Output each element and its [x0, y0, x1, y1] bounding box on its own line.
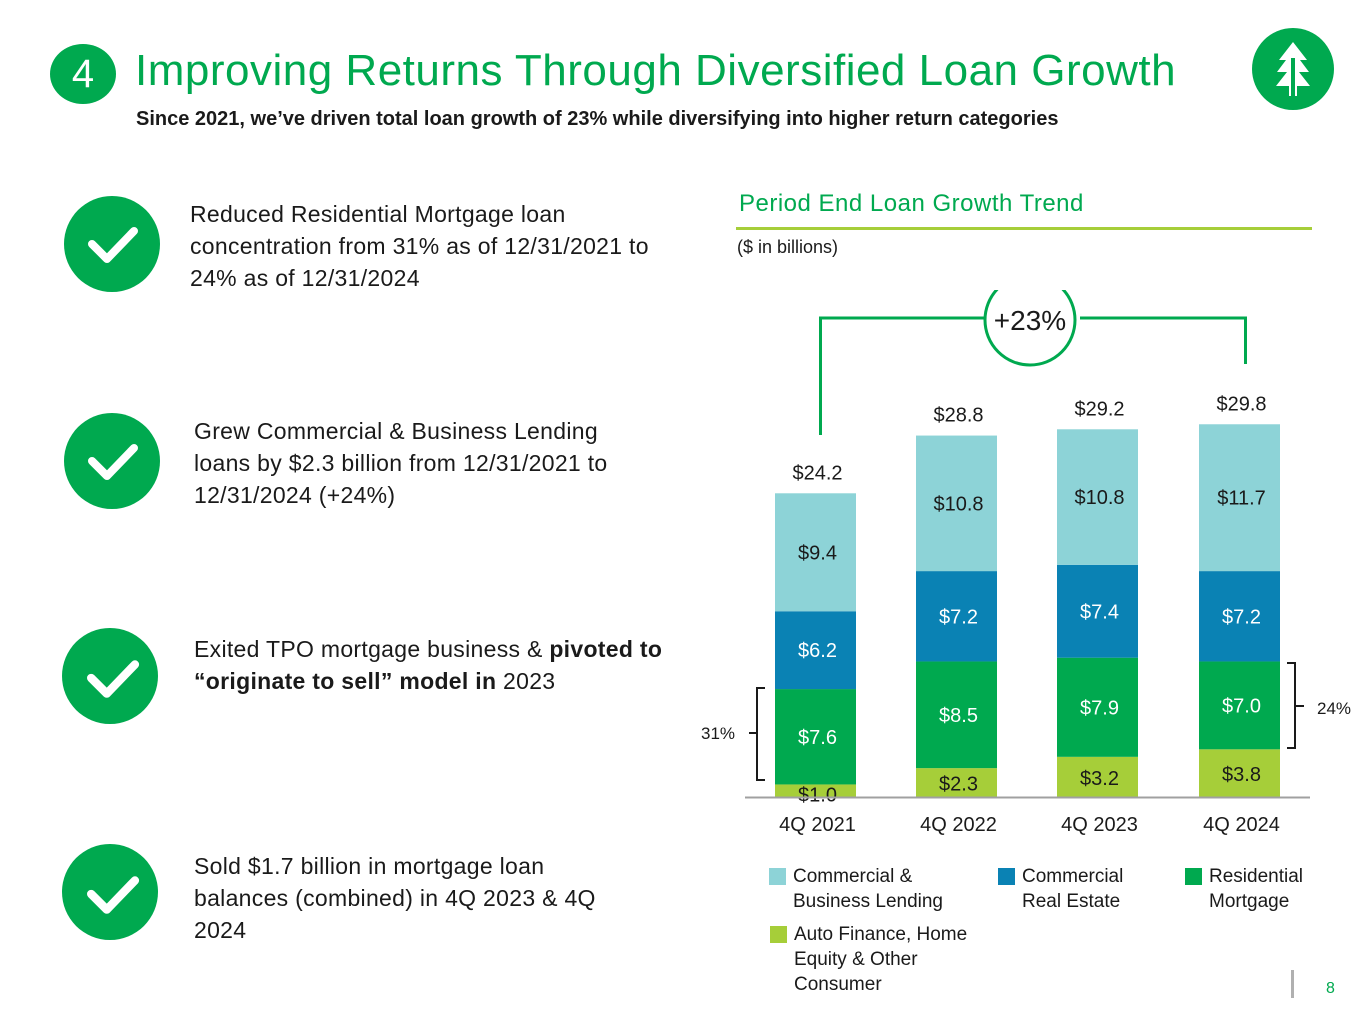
bar-segment	[1199, 661, 1280, 750]
legend-swatch	[1185, 868, 1202, 885]
data-label: $6.2	[798, 640, 837, 662]
data-label: $10.8	[1074, 487, 1124, 509]
legend-item-residential-mortgage: Residential Mortgage	[1185, 864, 1303, 914]
data-label: $1.0	[798, 785, 837, 807]
legend-label: Auto Finance, Home	[794, 924, 968, 945]
bracket-right	[1287, 662, 1296, 749]
bar-segment	[775, 784, 856, 797]
data-label: $7.9	[1080, 697, 1119, 719]
bar-segment	[1057, 657, 1138, 757]
bar-segment	[775, 493, 856, 612]
check-icon	[64, 413, 160, 509]
legend-label: Business Lending	[793, 891, 943, 912]
bar-segment	[775, 689, 856, 785]
legend-label: Commercial	[1022, 866, 1124, 887]
key-point-3: Exited TPO mortgage business & pivoted t…	[194, 633, 674, 697]
data-label: $2.3	[939, 774, 978, 796]
data-label: $7.2	[1222, 606, 1261, 628]
legend-label: Mortgage	[1209, 891, 1290, 912]
legend-item-auto-finance: Auto Finance, Home Equity & Other Consumer	[770, 922, 967, 997]
legend-label: Real Estate	[1022, 891, 1121, 912]
total-label: $29.8	[1216, 393, 1266, 415]
data-label: $3.2	[1080, 768, 1119, 790]
x-tick-label: 4Q 2024	[1203, 814, 1280, 836]
page-number: 8	[1326, 980, 1335, 997]
legend-item-commercial-real-estate: Commercial Real Estate	[998, 864, 1123, 914]
key-point-1: Reduced Residential Mortgage loan concen…	[190, 201, 649, 291]
data-label: $7.6	[798, 727, 837, 749]
chart-title: Period End Loan Growth Trend	[739, 190, 1084, 217]
check-icon	[62, 628, 158, 724]
x-tick-label: 4Q 2022	[920, 814, 997, 836]
key-point-3-text-end: 2023	[496, 668, 556, 694]
data-label: $7.2	[939, 606, 978, 628]
key-point-4: Sold $1.7 billion in mortgage loan balan…	[194, 853, 596, 943]
bar-segment	[1057, 756, 1138, 797]
legend-item-commercial-business-lending: Commercial & Business Lending	[769, 864, 943, 914]
tree-logo-icon	[1276, 42, 1310, 96]
bar-segment	[1057, 429, 1138, 565]
check-icon	[62, 844, 158, 940]
section-number-badge: 4	[50, 44, 116, 104]
legend-swatch	[998, 868, 1015, 885]
key-point-3-text: Exited TPO mortgage business &	[194, 636, 550, 662]
bank-logo	[1252, 28, 1334, 110]
data-label: $9.4	[798, 542, 837, 564]
key-point-3-bold-text: pivoted to “originate to sell” model in	[194, 636, 663, 694]
total-label: $24.2	[792, 462, 842, 484]
legend-label: Residential	[1209, 866, 1303, 887]
total-label: $29.2	[1074, 398, 1124, 420]
bar-segment	[916, 435, 997, 572]
growth-connector-left	[819, 316, 984, 435]
data-label: $8.5	[939, 705, 978, 727]
bar-segment	[916, 661, 997, 769]
bracket-left-label: 31%	[701, 724, 735, 743]
page-subtitle: Since 2021, we’ve driven total loan grow…	[136, 108, 1059, 130]
bar-segment	[1199, 571, 1280, 662]
growth-label: +23%	[994, 305, 1066, 336]
chart-units-note: ($ in billions)	[737, 237, 839, 257]
check-icon	[64, 196, 160, 292]
loan-growth-chart: $1.0 $7.6 $6.2 $9.4 $24.2 4Q 2021 $2.3 $8.5 $7.2…	[701, 290, 1351, 836]
data-label: $7.4	[1080, 601, 1119, 623]
bar-segment	[1199, 749, 1280, 797]
legend-swatch	[770, 926, 787, 943]
bar-segment	[916, 571, 997, 662]
chart-title-rule	[736, 227, 1312, 230]
data-label: $11.7	[1217, 488, 1266, 510]
bar-segment	[775, 611, 856, 690]
legend-label: Commercial &	[793, 866, 913, 887]
bar-segment	[1057, 564, 1138, 658]
total-label: $28.8	[933, 405, 983, 427]
page-title: Improving Returns Through Diversified Lo…	[135, 46, 1177, 95]
bar-segment	[916, 768, 997, 797]
key-point-2: Grew Commercial & Business Lending loans…	[194, 418, 608, 508]
bracket-left	[756, 687, 765, 781]
data-label: $10.8	[933, 493, 983, 515]
x-tick-label: 4Q 2021	[779, 814, 856, 836]
bar-segment	[1199, 424, 1280, 572]
legend-label: Consumer	[794, 974, 882, 995]
x-tick-label: 4Q 2023	[1061, 814, 1138, 836]
data-label: $3.8	[1222, 764, 1261, 786]
growth-connector-right	[1080, 316, 1247, 364]
growth-circle	[983, 290, 1077, 367]
legend-label: Equity & Other	[794, 949, 918, 970]
data-label: $7.0	[1222, 695, 1261, 717]
footer-divider	[1291, 970, 1294, 998]
bracket-right-label: 24%	[1317, 699, 1351, 718]
legend-swatch	[769, 868, 786, 885]
